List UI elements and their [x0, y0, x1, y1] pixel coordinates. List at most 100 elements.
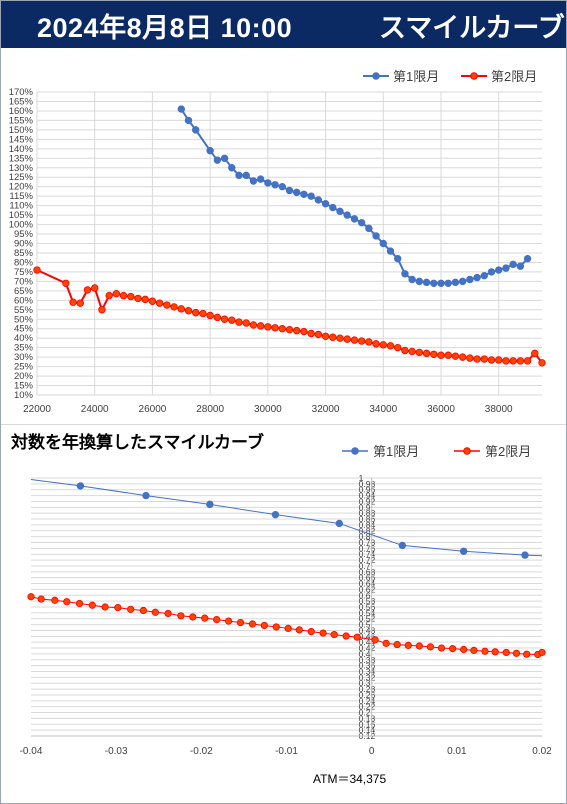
- data-point: [192, 308, 200, 317]
- y-tick-label: 0.68: [359, 567, 376, 577]
- data-point: [206, 311, 214, 320]
- data-point: [300, 327, 308, 336]
- x-tick-label: 24000: [81, 404, 109, 415]
- y-tick-label: 0.18: [359, 713, 376, 723]
- y-tick-label: 0.4: [359, 649, 371, 659]
- x-tick-label: 0: [369, 746, 375, 757]
- y-tick-label: 0.44: [359, 637, 376, 647]
- data-point: [51, 596, 59, 604]
- data-point: [415, 642, 423, 650]
- data-point: [228, 164, 236, 172]
- legend-label: 第2限月: [485, 444, 531, 459]
- data-point: [321, 332, 330, 340]
- data-point: [480, 271, 488, 280]
- data-point: [329, 203, 337, 212]
- y-tick-label: 0.82: [359, 526, 376, 536]
- data-point: [127, 605, 135, 613]
- y-tick-label: 0.78: [359, 538, 376, 548]
- data-point: [480, 355, 488, 363]
- header-bar: 2024年8月8日 10:00 スマイルカーブ: [1, 1, 566, 48]
- data-point: [502, 357, 510, 365]
- data-point: [372, 340, 380, 348]
- data-point: [398, 541, 407, 550]
- data-point: [206, 147, 214, 155]
- x-tick-label: 36000: [427, 404, 455, 415]
- y-tick-label: 0.84: [359, 520, 376, 530]
- data-point: [473, 355, 481, 363]
- data-point: [119, 291, 128, 300]
- data-point: [220, 154, 229, 162]
- data-point: [139, 606, 148, 615]
- data-point: [278, 182, 286, 191]
- data-point: [521, 551, 529, 559]
- data-point: [37, 595, 45, 603]
- y-tick-label: 100%: [9, 220, 34, 231]
- data-point: [213, 156, 222, 164]
- data-point: [155, 299, 164, 307]
- y-tick-label: 130%: [9, 163, 34, 174]
- data-point: [335, 519, 344, 528]
- data-point: [148, 297, 157, 305]
- data-point: [357, 337, 366, 345]
- smile-curve-chart: 10%15%20%25%30%35%40%45%50%55%60%65%70%7…: [9, 69, 546, 415]
- data-point: [394, 343, 402, 352]
- data-point: [336, 207, 344, 216]
- data-point: [75, 599, 84, 608]
- y-tick-label: 0.94: [359, 491, 376, 501]
- data-point: [151, 608, 159, 616]
- y-tick-label: 0.58: [359, 596, 376, 606]
- data-point: [98, 306, 106, 314]
- log-annualized-chart-title: 対数を年換算したスマイルカーブ: [11, 433, 264, 452]
- y-tick-label: 95%: [14, 229, 34, 240]
- y-tick-label: 0.46: [359, 631, 376, 641]
- atm-label: ATM＝34,375: [313, 772, 387, 786]
- data-point: [516, 357, 525, 365]
- y-tick-label: 70%: [14, 276, 34, 287]
- x-tick-label: 0.01: [447, 746, 467, 757]
- chart-separator: [1, 424, 566, 425]
- y-tick-label: 0.74: [359, 549, 376, 559]
- y-tick-label: 105%: [9, 210, 34, 221]
- data-point: [451, 278, 460, 287]
- x-tick-label: -0.03: [105, 746, 128, 757]
- data-point: [437, 351, 445, 359]
- data-point: [516, 262, 525, 270]
- series-line: [36, 269, 543, 364]
- data-point: [272, 623, 280, 631]
- y-tick-label: 15%: [14, 381, 34, 392]
- data-point: [134, 294, 142, 303]
- y-tick-label: 0.2: [359, 708, 371, 718]
- data-point: [33, 266, 41, 274]
- y-tick-label: 45%: [14, 324, 34, 335]
- data-point: [285, 325, 294, 334]
- data-point: [271, 324, 279, 332]
- data-point: [76, 299, 84, 307]
- data-point: [430, 350, 438, 358]
- y-tick-label: 65%: [14, 286, 34, 297]
- y-tick-label: 25%: [14, 362, 34, 373]
- data-point: [502, 264, 510, 272]
- data-point: [538, 359, 546, 367]
- data-point: [112, 289, 121, 298]
- data-point: [220, 315, 229, 323]
- y-tick-label: 0.14: [359, 725, 376, 735]
- y-tick-label: 170%: [9, 87, 34, 98]
- data-point: [27, 593, 35, 601]
- y-tick-label: 20%: [14, 371, 34, 382]
- x-tick-label: 0.02: [532, 746, 552, 757]
- data-point: [314, 330, 323, 339]
- y-tick-label: 85%: [14, 248, 34, 259]
- data-point: [531, 349, 539, 358]
- legend-label: 第1限月: [393, 69, 439, 84]
- data-point: [523, 650, 531, 658]
- data-point: [256, 322, 265, 330]
- x-tick-label: -0.01: [275, 746, 298, 757]
- data-point: [343, 211, 351, 219]
- y-tick-label: 0.9: [359, 502, 371, 512]
- y-tick-label: 90%: [14, 239, 34, 250]
- data-point: [458, 353, 467, 361]
- y-tick-label: 0.24: [359, 696, 376, 706]
- data-point: [487, 356, 496, 364]
- data-point: [437, 644, 446, 652]
